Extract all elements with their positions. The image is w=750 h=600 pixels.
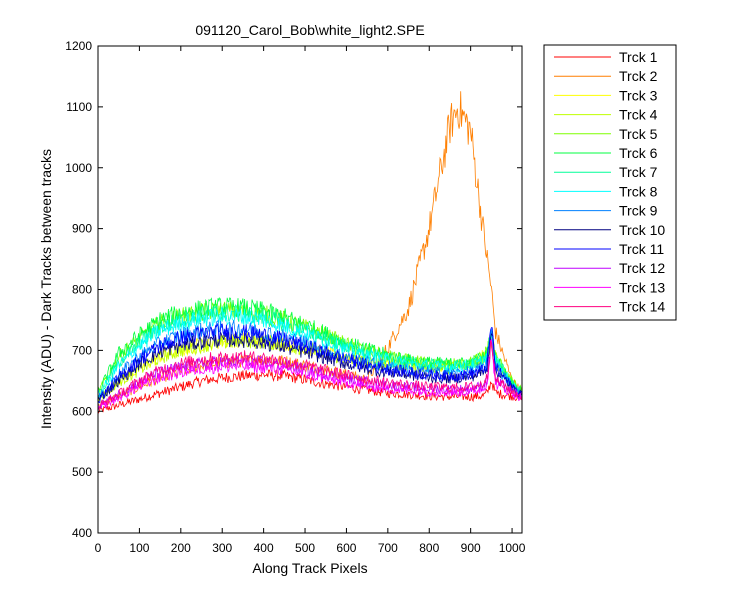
x-tick-label: 200	[171, 541, 191, 555]
x-tick-label: 800	[419, 541, 439, 555]
legend-label: Trck 5	[619, 126, 658, 142]
series-line-trck-1	[97, 368, 523, 414]
series-line-trck-9	[97, 319, 523, 399]
chart-title: 091120_Carol_Bob\white_light2.SPE	[195, 22, 424, 38]
legend-label: Trck 9	[619, 203, 658, 219]
y-tick-label: 1000	[65, 161, 92, 175]
plot-background	[98, 46, 522, 533]
legend-label: Trck 14	[619, 299, 665, 315]
series-line-trck-11	[97, 322, 523, 404]
y-tick-label: 500	[72, 465, 92, 479]
legend-label: Trck 3	[619, 87, 658, 103]
y-tick-label: 600	[72, 404, 92, 418]
legend-label: Trck 8	[619, 183, 658, 199]
y-tick-label: 800	[72, 283, 92, 297]
legend-label: Trck 11	[619, 241, 664, 257]
x-tick-label: 600	[336, 541, 356, 555]
y-tick-label: 700	[72, 343, 92, 357]
x-tick-label: 300	[212, 541, 232, 555]
series-line-trck-6	[97, 296, 523, 396]
series-line-trck-13	[97, 339, 523, 410]
y-tick-label: 400	[72, 526, 92, 540]
legend-entries: Trck 1 Trck 2 Trck 3 Trck 4 Trck 5 Trck 6 Trck…	[554, 49, 665, 315]
x-tick-label: 400	[254, 541, 274, 555]
y-axis-label: Intensity (ADU) - Dark Tracks between tr…	[38, 149, 54, 429]
legend: Trck 1 Trck 2 Trck 3 Trck 4 Trck 5 Trck 6 Trck…	[543, 44, 677, 321]
legend-label: Trck 1	[619, 49, 658, 65]
legend-label: Trck 7	[619, 164, 658, 180]
legend-label: Trck 12	[619, 260, 665, 276]
legend-label: Trck 2	[619, 68, 658, 84]
x-tick-label: 500	[295, 541, 315, 555]
legend-label: Trck 4	[619, 107, 658, 123]
x-axis-label: Along Track Pixels	[252, 560, 367, 576]
ticks-layer: 0 100 200 300 400 500 600 700 800 900 1000 400 500 60…	[65, 39, 525, 555]
x-tick-label: 100	[129, 541, 149, 555]
x-tick-label: 900	[461, 541, 481, 555]
legend-label: Trck 6	[619, 145, 658, 161]
series-line-trck-14	[97, 340, 523, 410]
y-tick-label: 1200	[65, 39, 92, 53]
series-layer	[97, 91, 523, 414]
plot-area: 0 100 200 300 400 500 600 700 800 900 1000 400 500 60…	[65, 39, 525, 555]
x-tick-label: 700	[378, 541, 398, 555]
x-tick-label: 1000	[499, 541, 526, 555]
y-tick-label: 1100	[66, 100, 92, 114]
legend-label: Trck 13	[619, 279, 665, 295]
legend-label: Trck 10	[619, 222, 665, 238]
x-tick-label: 0	[95, 541, 102, 555]
legend-box	[543, 44, 677, 321]
y-tick-label: 900	[72, 222, 92, 236]
